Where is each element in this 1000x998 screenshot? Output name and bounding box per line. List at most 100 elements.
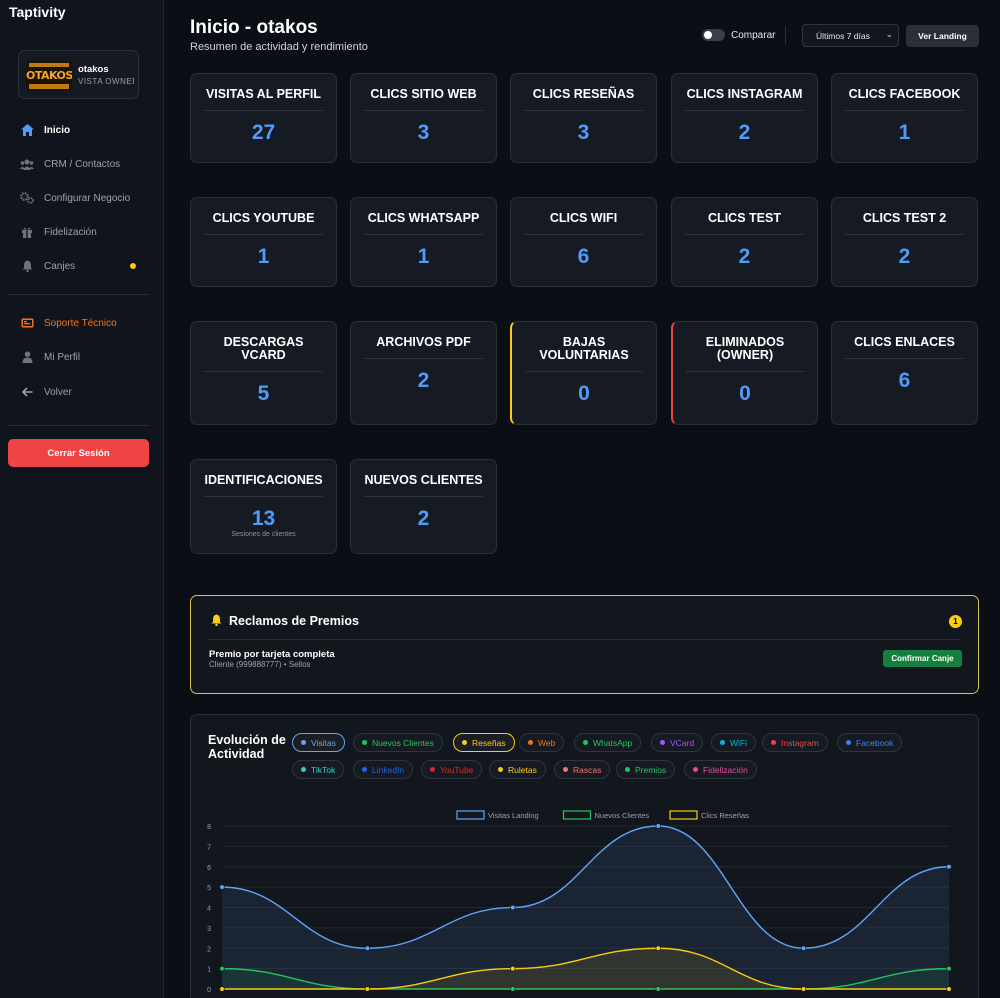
claims-divider <box>208 639 961 640</box>
page-title: Inicio - otakos <box>190 17 318 38</box>
stat-label: CLICS WIFI <box>549 211 618 225</box>
chip-vcard[interactable]: VCard <box>651 733 704 752</box>
sidebar: Taptivity OTAKOS otakos VISTA OWNER Inic… <box>0 0 164 998</box>
chip-facebook[interactable]: Facebook <box>837 733 903 752</box>
stat-card: CLICS SITIO WEB 3 <box>350 73 497 163</box>
stat-card: CLICS YOUTUBE 1 <box>190 197 337 287</box>
sidebar-divider <box>8 294 149 295</box>
view-landing-button[interactable]: Ver Landing <box>906 25 979 47</box>
chip-label: VCard <box>670 737 695 748</box>
stat-card-warning: BAJAS VOLUNTARIAS 0 <box>510 321 657 425</box>
chip-fidelizaci-n[interactable]: Fidelización <box>684 760 757 779</box>
stat-card: DESCARGAS VCARD 5 <box>190 321 337 425</box>
stat-card: CLICS TEST 2 2 <box>831 197 978 287</box>
chip-visitas[interactable]: Visitas <box>292 733 345 752</box>
stat-card: CLICS WHATSAPP 1 <box>350 197 497 287</box>
stat-value: 0 <box>578 382 590 405</box>
stat-card: CLICS WIFI 6 <box>510 197 657 287</box>
legend-swatch <box>456 810 485 820</box>
support-icon <box>20 316 34 330</box>
nav-item-mi-perfil[interactable]: Mi Perfil <box>20 348 80 366</box>
chip-dot <box>771 740 776 745</box>
stat-value: 2 <box>898 245 911 268</box>
stat-value: 5 <box>257 382 270 405</box>
nav-item-volver[interactable]: Volver <box>20 383 72 401</box>
stat-card: ARCHIVOS PDF 2 <box>350 321 497 425</box>
chip-wifi[interactable]: WiFi <box>711 733 756 752</box>
logout-button[interactable]: Cerrar Sesión <box>8 439 149 467</box>
chip-nuevos-clientes[interactable]: Nuevos Clientes <box>353 733 443 752</box>
stat-label: NUEVOS CLIENTES <box>364 473 483 487</box>
arrow-left-icon <box>20 385 34 399</box>
profile-card[interactable]: OTAKOS otakos VISTA OWNER <box>18 50 139 99</box>
nav-label: Configurar Negocio <box>44 192 131 204</box>
chip-label: Web <box>538 737 556 748</box>
nav-label: Mi Perfil <box>44 351 81 363</box>
nav-label: Canjes <box>44 260 76 272</box>
chip-linkedin[interactable]: LinkedIn <box>353 760 414 779</box>
claims-count-badge: 1 <box>949 615 962 628</box>
stat-label: CLICS TEST 2 <box>862 211 947 225</box>
stat-value: 2 <box>417 507 430 530</box>
chip-premios[interactable]: Premios <box>616 760 676 779</box>
chip-label: Rascas <box>573 764 602 775</box>
chip-ruletas[interactable]: Ruletas <box>489 760 546 779</box>
chip-label: TikTok <box>311 764 336 775</box>
series-line <box>221 947 949 990</box>
date-range-select[interactable]: Últimos 7 días ⌄ <box>802 24 899 47</box>
claim-item-name: Premio por tarjeta completa <box>209 649 335 660</box>
stat-value: 6 <box>577 245 590 268</box>
chip-dot <box>362 740 367 745</box>
nav-item-fidelizacion[interactable]: Fidelización <box>20 223 97 241</box>
chip-rascas[interactable]: Rascas <box>554 760 611 779</box>
stat-label: CLICS SITIO WEB <box>370 87 477 101</box>
y-tick-label: 6 <box>207 865 211 872</box>
compare-toggle[interactable] <box>702 29 725 41</box>
chip-instagram[interactable]: Instagram <box>762 733 828 752</box>
nav-item-configurar[interactable]: Configurar Negocio <box>20 189 130 207</box>
y-tick-label: 1 <box>207 967 211 974</box>
confirm-redeem-button[interactable]: Confirmar Canje <box>883 650 962 667</box>
chip-label: YouTube <box>440 764 474 775</box>
legend-label: Visitas Landing <box>488 811 539 820</box>
stat-value: 0 <box>739 382 751 405</box>
nav-item-inicio[interactable]: Inicio <box>20 121 70 139</box>
data-point <box>219 966 225 972</box>
chip-dot <box>498 767 503 772</box>
series-line <box>221 967 950 990</box>
chip-youtube[interactable]: YouTube <box>421 760 483 779</box>
chip-dot <box>583 740 588 745</box>
stat-value: 6 <box>898 369 911 392</box>
stat-card: VISITAS AL PERFIL 27 <box>190 73 337 163</box>
home-icon <box>20 123 34 137</box>
legend-swatch <box>669 810 698 820</box>
data-point <box>946 864 952 870</box>
data-point <box>364 945 370 951</box>
profile-role: VISTA OWNER <box>78 77 134 86</box>
chip-whatsapp[interactable]: WhatsApp <box>574 733 642 752</box>
chip-dot <box>720 740 725 745</box>
stat-label: VISITAS AL PERFIL <box>205 87 322 101</box>
nav-item-crm[interactable]: CRM / Contactos <box>20 155 120 173</box>
chip-dot <box>301 740 306 745</box>
chip-rese-as[interactable]: Reseñas <box>453 733 515 752</box>
chip-web[interactable]: Web <box>519 733 565 752</box>
activity-title: Evolución de Actividad <box>208 733 286 761</box>
data-point <box>219 986 225 992</box>
stat-label: CLICS INSTAGRAM <box>686 87 803 101</box>
chip-label: Fidelización <box>703 764 748 775</box>
chip-dot <box>301 767 306 772</box>
chip-dot <box>563 767 568 772</box>
nav-label: Inicio <box>44 124 71 136</box>
data-point <box>510 986 516 992</box>
chip-label: Visitas <box>311 737 336 748</box>
stat-label: IDENTIFICACIONES <box>204 473 323 487</box>
nav-item-soporte[interactable]: Soporte Técnico <box>20 314 117 332</box>
claim-item-detail: Cliente (999888777) • Sellos <box>209 660 311 669</box>
stat-label: BAJAS VOLUNTARIAS <box>539 335 629 362</box>
stat-value: 3 <box>577 121 590 144</box>
chip-tiktok[interactable]: TikTok <box>292 760 345 779</box>
activity-line-chart: 0 1 2 3 4 5 6 7 8 Visitas Landing Nuevos Clientes C… <box>207 810 952 994</box>
nav-item-canjes[interactable]: Canjes <box>20 257 75 275</box>
stat-label: CLICS YOUTUBE <box>212 211 315 225</box>
